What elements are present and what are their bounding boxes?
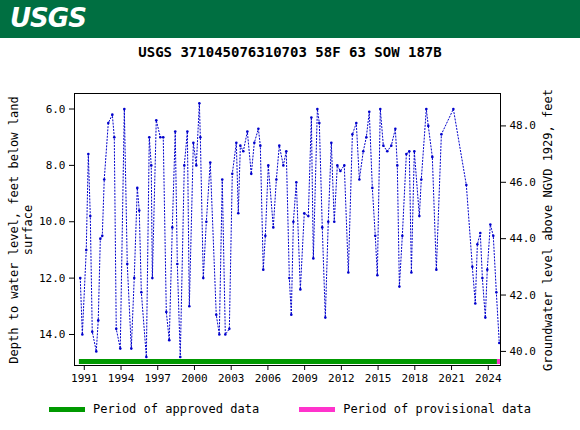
svg-text:46.0: 46.0 xyxy=(510,176,537,189)
html-text:Period of approved data: Period of approved data xyxy=(93,402,260,416)
svg-text:1991: 1991 xyxy=(71,372,98,385)
svg-text:2015: 2015 xyxy=(365,372,392,385)
html-text:surface: surface xyxy=(21,204,35,256)
html-text:Period of provisional data: Period of provisional data xyxy=(343,402,531,416)
svg-text:2000: 2000 xyxy=(181,372,208,385)
svg-text:44.0: 44.0 xyxy=(510,232,537,245)
svg-text:10.0: 10.0 xyxy=(39,215,66,228)
svg-text:1997: 1997 xyxy=(144,372,171,385)
svg-text:48.0: 48.0 xyxy=(510,119,537,132)
svg-text:2009: 2009 xyxy=(291,372,318,385)
svg-text:42.0: 42.0 xyxy=(510,289,537,302)
svg-text:2003: 2003 xyxy=(218,372,245,385)
svg-text:2024: 2024 xyxy=(475,372,502,385)
svg-text:6.0: 6.0 xyxy=(46,103,66,116)
html-text:Groundwater level above NGVD 1: Groundwater level above NGVD 1929, feet xyxy=(541,89,555,371)
svg-text:2012: 2012 xyxy=(328,372,355,385)
svg-text:2021: 2021 xyxy=(438,372,465,385)
html-text:USGS 371045076310703 58F 63 SO: USGS 371045076310703 58F 63 SOW 187B xyxy=(138,44,442,60)
svg-text:2018: 2018 xyxy=(402,372,429,385)
svg-text:2006: 2006 xyxy=(255,372,282,385)
svg-text:12.0: 12.0 xyxy=(39,272,66,285)
svg-text:8.0: 8.0 xyxy=(46,159,66,172)
html-text:Depth to water level, feet bel: Depth to water level, feet below land xyxy=(7,96,21,364)
svg-text:14.0: 14.0 xyxy=(39,328,66,341)
svg-text:40.0: 40.0 xyxy=(510,345,537,358)
html-text:USGS: USGS xyxy=(10,3,86,33)
svg-text:1994: 1994 xyxy=(108,372,135,385)
